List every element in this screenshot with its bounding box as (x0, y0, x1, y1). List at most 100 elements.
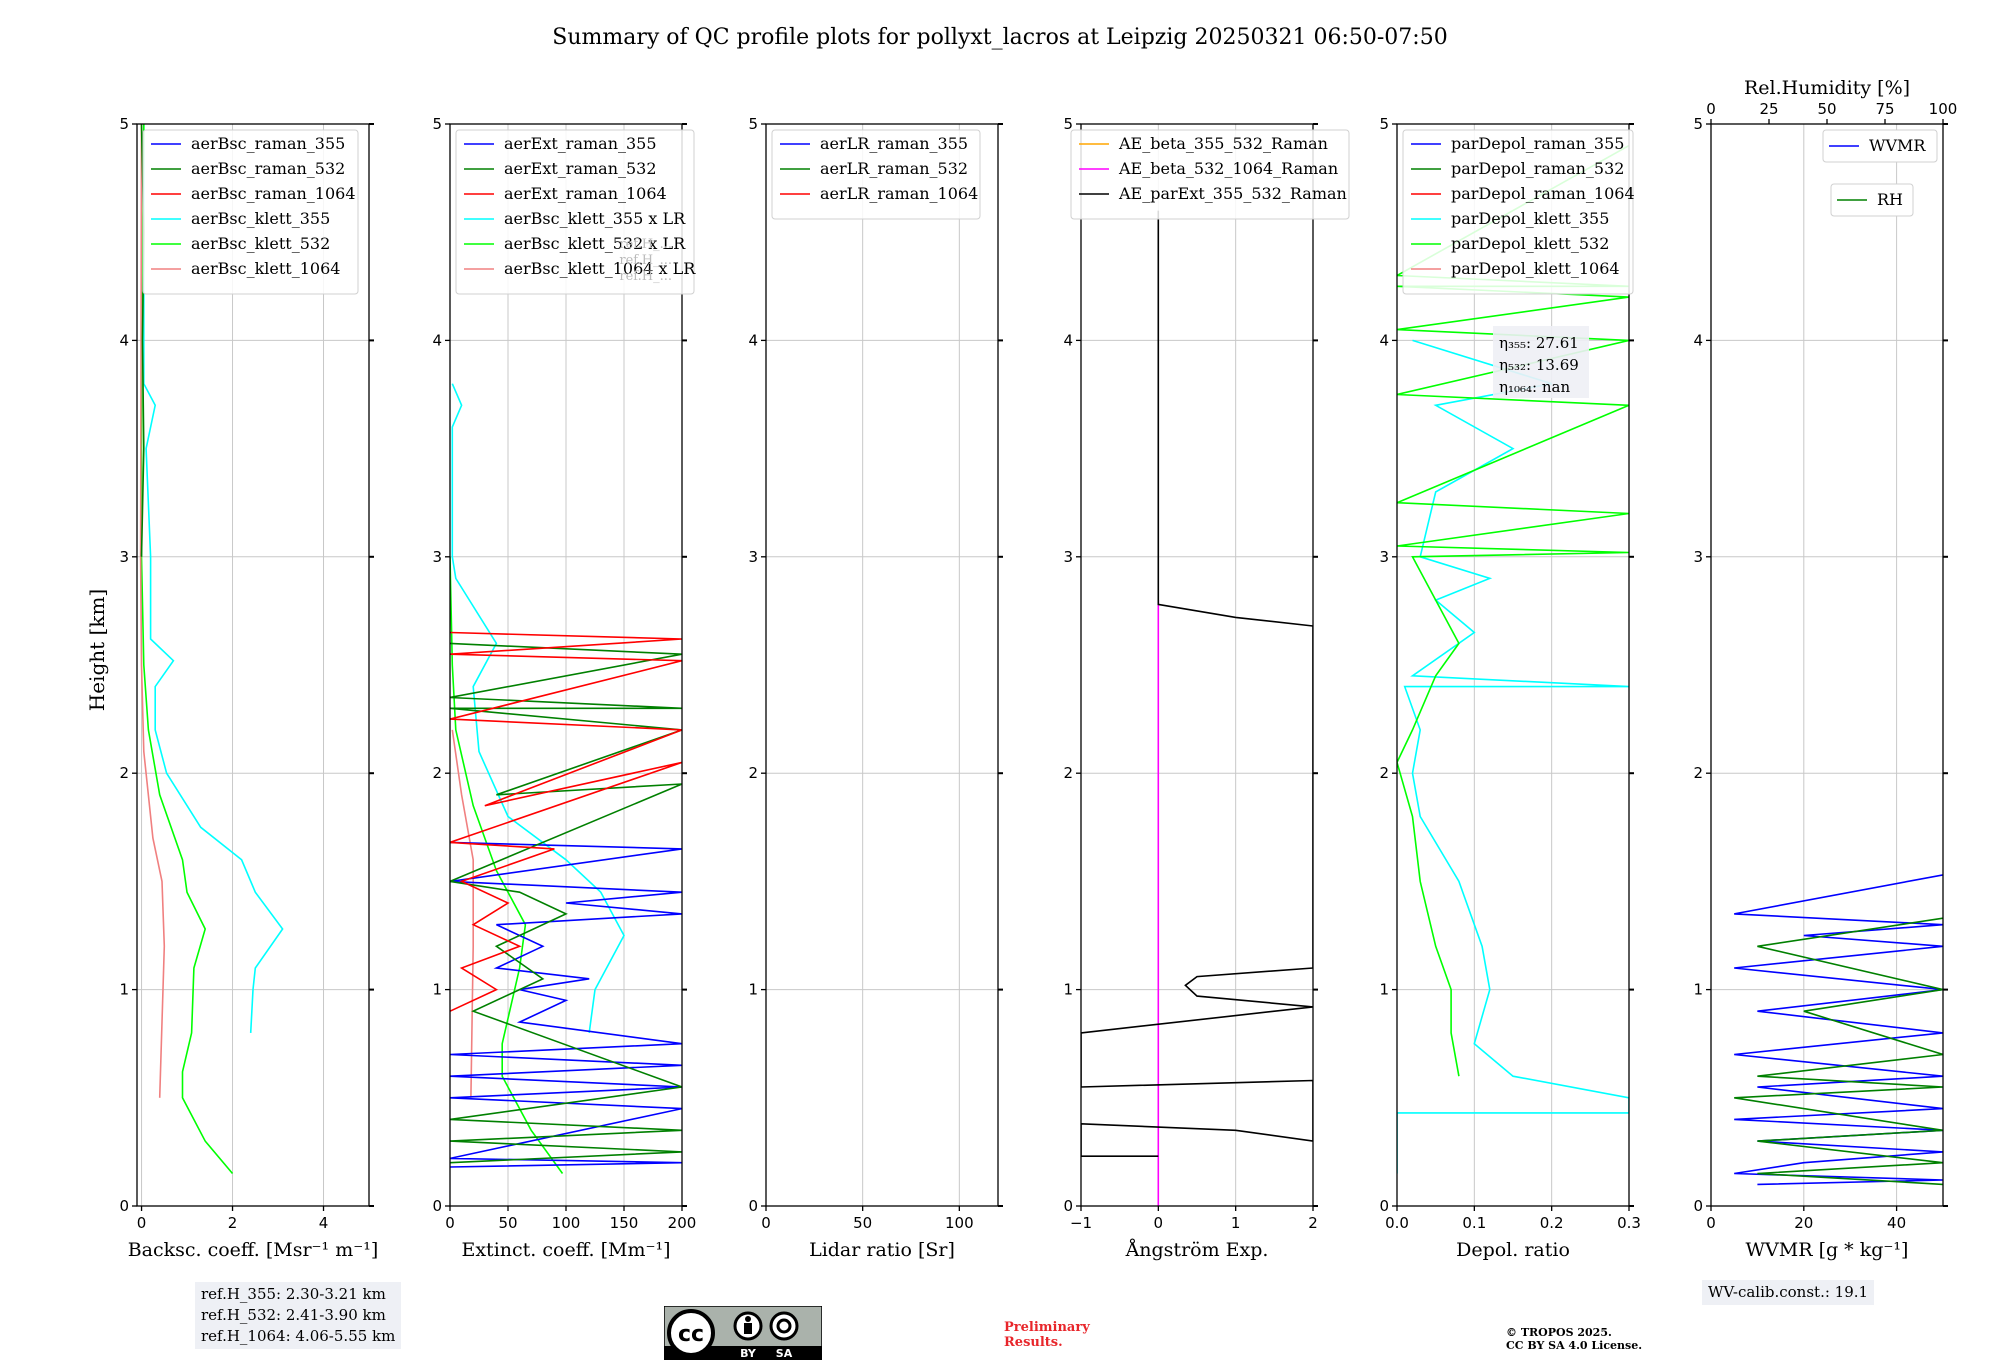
legend-box (771, 129, 981, 220)
copyright-line-1: © TROPOS 2025. (1506, 1326, 1612, 1339)
y-tick-label: 1 (1693, 981, 1703, 999)
legend-entry: aerExt_raman_1064 (504, 184, 667, 203)
legend-entry: aerBsc_raman_355 (191, 134, 345, 153)
legend-entry: parDepol_klett_532 (1451, 234, 1609, 253)
cc-label-by: BY (740, 1347, 757, 1360)
series-line-aerBsc_klett_532 (140, 124, 234, 1175)
y-tick-label: 0 (748, 1197, 758, 1215)
series-line-aerExt_raman_355 (450, 841, 682, 1168)
legend-entry: RH (1877, 190, 1903, 209)
x-tick-label: 150 (610, 1214, 639, 1232)
x-tick-label: 2 (1308, 1214, 1318, 1232)
cc-label-cc: cc (678, 1322, 704, 1347)
series-line-parDepol_klett_532 (1397, 144, 1629, 1077)
legend-entry: parDepol_klett_1064 (1451, 259, 1620, 278)
y-tick-label: 2 (1693, 764, 1703, 782)
y-tick-label: 4 (1693, 331, 1703, 349)
legend-box (1822, 129, 1938, 163)
legend-entry: aerLR_raman_532 (820, 159, 968, 178)
legend-box (1402, 129, 1634, 295)
ref-height-1064: ref.H_1064: 4.06-5.55 km (201, 1327, 396, 1345)
y-tick-label: 1 (748, 981, 758, 999)
panel-5: 0 1 2 3 4 5 0.0 0.1 0.2 0.3 Depol. ratio parDepol_r… (1379, 115, 1640, 1261)
y-tick-label: 4 (1063, 331, 1073, 349)
x-tick-label: 0 (1154, 1214, 1164, 1232)
legend-box (455, 129, 695, 295)
cc-license-badge: cc BY SA (663, 1305, 823, 1361)
y-tick-label: 2 (119, 764, 129, 782)
x-tick-label: 200 (668, 1214, 697, 1232)
series-group (1397, 144, 1629, 1174)
x-axis-label: WVMR [g * kg⁻¹] (1746, 1239, 1909, 1261)
x-axis-label: Ångström Exp. (1125, 1239, 1269, 1261)
x-tick-label: 0 (761, 1214, 771, 1232)
eta-annotation: η₁₀₆₄: nan (1499, 378, 1570, 396)
preliminary-note: Preliminary Results. (1004, 1320, 1090, 1350)
cc-label-sa: SA (776, 1347, 793, 1360)
x-tick-label: 100 (552, 1214, 581, 1232)
y-tick-label: 0 (119, 1197, 129, 1215)
eta-annotation: η₃₅₅: 27.61 (1499, 334, 1579, 352)
x-tick-label: 0.0 (1385, 1214, 1409, 1232)
y-tick-label: 5 (432, 115, 442, 133)
eta-box (1493, 326, 1589, 398)
top-x-tick-label: 50 (1817, 100, 1836, 118)
y-tick-label: 3 (1379, 548, 1389, 566)
y-tick-label: 0 (432, 1197, 442, 1215)
legend-entry: WVMR (1869, 136, 1926, 155)
x-tick-label: 0.2 (1540, 1214, 1564, 1232)
ref-height-box: ref.H_355: 2.30-3.21 km ref.H_532: 2.41-… (195, 1282, 402, 1349)
y-tick-label: 5 (1379, 115, 1389, 133)
x-tick-label: 0.1 (1462, 1214, 1486, 1232)
x-tick-label: 4 (319, 1214, 329, 1232)
x-axis-label: Depol. ratio (1456, 1239, 1570, 1261)
legend-box (1830, 183, 1914, 217)
legend-entry: parDepol_raman_532 (1451, 159, 1624, 178)
x-tick-label: 0 (445, 1214, 455, 1232)
wv-calib-text: WV-calib.const.: 19.1 (1708, 1283, 1869, 1301)
legend-entry: aerBsc_klett_532 (191, 234, 330, 253)
cc-badge-icon: cc BY SA (663, 1305, 823, 1361)
y-tick-label: 5 (119, 115, 129, 133)
panel-1: 0 1 2 3 4 5 0 2 4 Backsc. coeff. [Msr⁻¹ m⁻¹] aerBs… (119, 115, 378, 1261)
y-tick-label: 1 (119, 981, 129, 999)
series-group (1734, 874, 1943, 1186)
y-tick-label: 2 (1063, 764, 1073, 782)
eta-annotation: η₅₃₂: 13.69 (1499, 356, 1579, 374)
legend-entry: AE_beta_355_532_Raman (1118, 134, 1328, 153)
legend-entry: AE_parExt_355_532_Raman (1118, 184, 1347, 203)
legend-box (142, 129, 359, 295)
legend-entry: aerBsc_klett_355 x LR (504, 209, 686, 228)
legend-entry: aerExt_raman_355 (504, 134, 657, 153)
panel-frame (1080, 123, 1314, 1207)
legend-entry: aerLR_raman_1064 (820, 184, 978, 203)
y-tick-label: 4 (1379, 331, 1389, 349)
y-tick-label: 3 (748, 548, 758, 566)
legend-entry: parDepol_raman_355 (1451, 134, 1624, 153)
preliminary-line-2: Results. (1004, 1335, 1063, 1350)
x-tick-label: 2 (228, 1214, 238, 1232)
panel-frame (765, 123, 999, 1207)
x-tick-label: 50 (853, 1214, 872, 1232)
preliminary-line-1: Preliminary (1004, 1320, 1090, 1335)
y-tick-label: 3 (1063, 548, 1073, 566)
x-tick-label: 50 (498, 1214, 517, 1232)
series-line-aerBsc_klett_1064 x LR (451, 729, 475, 1098)
y-tick-label: 5 (1063, 115, 1073, 133)
y-tick-label: 1 (1379, 981, 1389, 999)
legend-entry: aerExt_raman_532 (504, 159, 657, 178)
y-tick-label: 4 (748, 331, 758, 349)
legend-entry: aerBsc_klett_355 (191, 209, 330, 228)
copyright-line-2: CC BY SA 4.0 License. (1506, 1339, 1643, 1352)
legend-entry: aerBsc_raman_1064 (191, 184, 356, 203)
series-line-aerBsc_klett_355 x LR (451, 383, 625, 1034)
legend-entry: aerBsc_klett_1064 x LR (504, 259, 696, 278)
x-tick-label: 0 (1706, 1214, 1716, 1232)
y-tick-label: 2 (748, 764, 758, 782)
top-x-tick-label: 100 (1929, 100, 1958, 118)
legend-entry: aerLR_raman_355 (820, 134, 968, 153)
